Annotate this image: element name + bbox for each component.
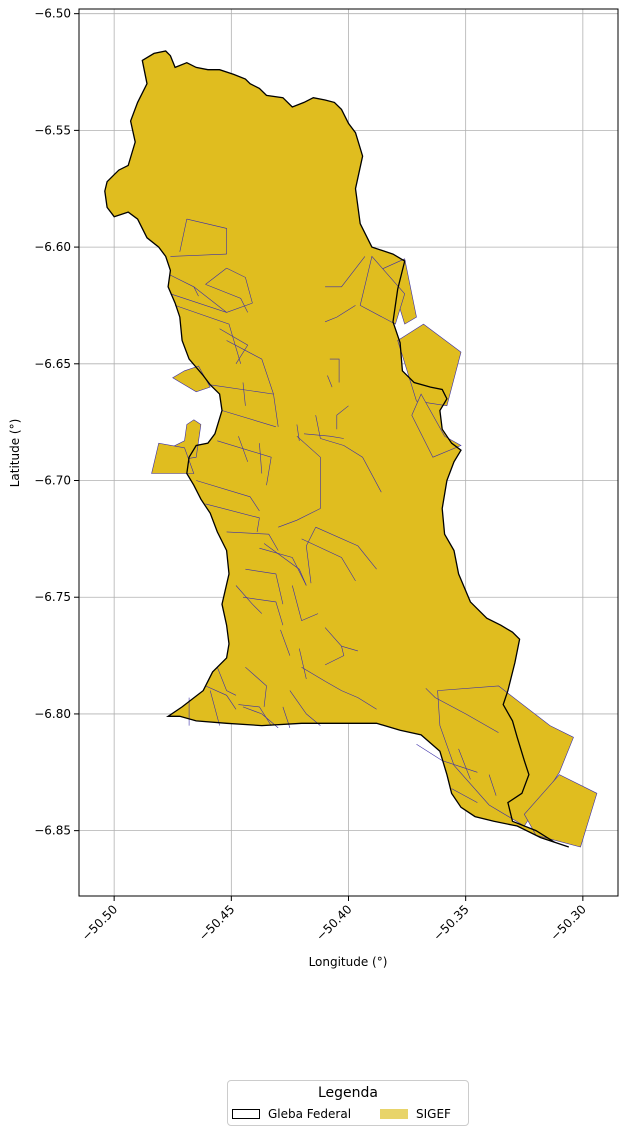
legend-swatch-gleba-federal bbox=[232, 1109, 260, 1119]
sigef-boundary-line bbox=[259, 547, 307, 586]
sigef-boundary-line bbox=[226, 531, 279, 551]
sigef-boundary-line bbox=[245, 666, 267, 707]
map-layers bbox=[104, 50, 598, 848]
x-tick-label: −50.45 bbox=[196, 902, 237, 943]
y-axis-label: Latitude (°) bbox=[8, 419, 22, 488]
sigef-boundary-line bbox=[238, 436, 248, 462]
sigef-boundary-line bbox=[458, 748, 471, 780]
sigef-boundary-line bbox=[278, 435, 321, 528]
sigef-boundary-line bbox=[263, 543, 307, 586]
gleba-federal-outline bbox=[104, 50, 570, 848]
sigef-boundary-line bbox=[205, 267, 227, 285]
sigef-boundary-line bbox=[226, 267, 253, 304]
sigef-boundary-line bbox=[205, 685, 237, 710]
sigef-parcel-boundaries bbox=[170, 218, 499, 803]
sigef-boundary-line bbox=[280, 629, 291, 656]
y-tick-label: −6.60 bbox=[34, 240, 71, 254]
y-tick-label: −6.75 bbox=[34, 590, 71, 604]
sigef-boundary-line bbox=[205, 284, 248, 313]
sigef-boundary-line bbox=[217, 440, 272, 486]
sigef-parcel bbox=[397, 323, 462, 407]
x-tick-label: −50.35 bbox=[430, 902, 471, 943]
y-tick-label: −6.55 bbox=[34, 123, 71, 137]
sigef-boundary-line bbox=[336, 405, 349, 430]
sigef-boundary-line bbox=[303, 433, 344, 439]
y-tick-label: −6.65 bbox=[34, 357, 71, 371]
sigef-boundary-line bbox=[193, 286, 199, 297]
sigef-boundary-line bbox=[451, 788, 478, 803]
legend-entry-gleba-federal: Gleba Federal bbox=[232, 1107, 351, 1121]
x-axis-label: Longitude (°) bbox=[309, 955, 388, 969]
sigef-parcel bbox=[411, 393, 462, 458]
sigef-boundary-line bbox=[196, 480, 260, 512]
y-axis-ticks: −6.50 −6.55 −6.60 −6.65 −6.70 −6.75 −6.80 −6.85 bbox=[34, 7, 79, 838]
sigef-boundary-line bbox=[299, 648, 307, 679]
sigef-boundary-line bbox=[289, 690, 321, 726]
sigef-boundary-line bbox=[292, 585, 319, 622]
sigef-boundary-line bbox=[315, 415, 321, 439]
sigef-boundary-line bbox=[226, 340, 274, 395]
sigef-boundary-line bbox=[170, 293, 253, 313]
sigef-boundary-line bbox=[238, 704, 272, 726]
gleba-federal-fill bbox=[104, 51, 569, 847]
sigef-boundary-line bbox=[324, 681, 377, 710]
sigef-boundary-line bbox=[242, 706, 279, 729]
sigef-boundary-line bbox=[324, 627, 345, 666]
y-tick-label: −6.80 bbox=[34, 707, 71, 721]
sigef-boundary-line bbox=[341, 645, 358, 652]
sigef-parcel bbox=[523, 774, 598, 848]
legend-swatch-sigef bbox=[380, 1109, 408, 1119]
sigef-boundary-line bbox=[488, 774, 497, 796]
legend: Legenda Gleba Federal SIGEF bbox=[227, 1080, 469, 1126]
x-tick-label: −50.50 bbox=[79, 902, 120, 943]
sigef-boundary-line bbox=[325, 256, 366, 288]
y-tick-label: −6.85 bbox=[34, 824, 71, 838]
sigef-boundary-line bbox=[301, 538, 356, 582]
legend-label-sigef: SIGEF bbox=[416, 1107, 451, 1121]
sigef-boundary-line bbox=[210, 384, 279, 427]
legend-title: Legenda bbox=[317, 1085, 378, 1101]
sigef-boundary-line bbox=[209, 690, 220, 726]
sigef-parcel bbox=[151, 442, 195, 474]
x-axis-ticks: −50.50 −50.45 −50.40 −50.35 −50.30 bbox=[79, 896, 589, 944]
x-tick-label: −50.30 bbox=[548, 902, 589, 943]
sigef-boundary-line bbox=[305, 527, 316, 584]
sigef-parcels bbox=[151, 255, 598, 848]
legend-label-gleba-federal: Gleba Federal bbox=[268, 1107, 352, 1121]
sigef-boundary-line bbox=[186, 218, 227, 255]
sigef-boundary-line bbox=[259, 443, 263, 474]
sigef-boundary-line bbox=[245, 568, 284, 605]
sigef-boundary-line bbox=[324, 305, 356, 323]
legend-entry-sigef: SIGEF bbox=[380, 1107, 451, 1121]
sigef-boundary-line bbox=[329, 358, 340, 383]
sigef-boundary-line bbox=[175, 305, 241, 364]
sigef-boundary-line bbox=[219, 328, 249, 364]
sigef-boundary-line bbox=[205, 503, 260, 532]
y-tick-label: −6.70 bbox=[34, 474, 71, 488]
sigef-boundary-line bbox=[170, 253, 227, 257]
sigef-boundary-line bbox=[425, 688, 499, 733]
sigef-boundary-line bbox=[320, 438, 382, 493]
sigef-boundary-line bbox=[235, 585, 263, 614]
sigef-parcel bbox=[437, 685, 574, 827]
y-tick-label: −6.50 bbox=[34, 7, 71, 21]
sigef-parcel bbox=[359, 255, 406, 325]
sigef-boundary-line bbox=[242, 596, 284, 626]
x-tick-label: −50.40 bbox=[313, 902, 354, 943]
sigef-boundary-line bbox=[242, 382, 246, 406]
sigef-boundary-line bbox=[179, 219, 188, 252]
sigef-boundary-line bbox=[221, 410, 276, 428]
sigef-boundary-line bbox=[315, 526, 377, 570]
sigef-boundary-line bbox=[217, 667, 237, 696]
sigef-boundary-line bbox=[327, 375, 333, 388]
sigef-boundary-line bbox=[296, 424, 300, 441]
sigef-boundary-line bbox=[301, 666, 326, 682]
